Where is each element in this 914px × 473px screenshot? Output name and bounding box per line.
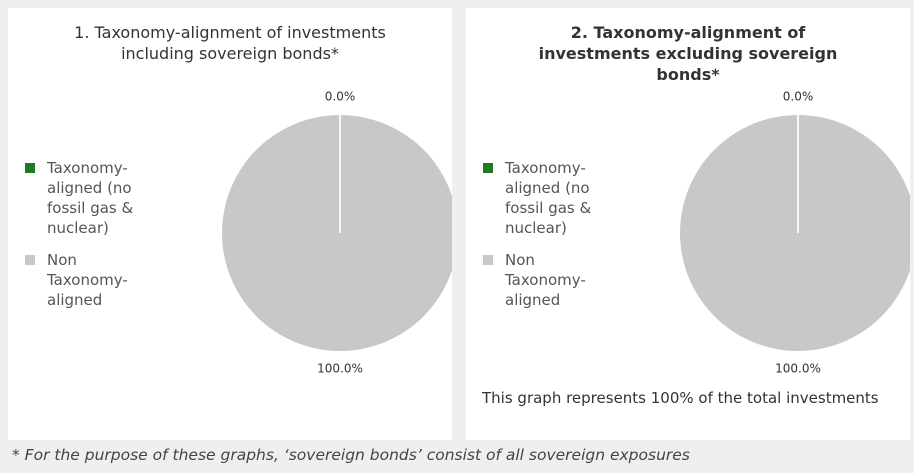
legend-item: Non Taxonomy-aligned: [25, 250, 145, 310]
legend-label: Non Taxonomy-aligned: [505, 251, 586, 309]
legend-item: Taxonomy-aligned (no fossil gas & nuclea…: [483, 158, 603, 238]
chart-note: This graph represents 100% of the total …: [482, 389, 879, 407]
chart-panel: 2. Taxonomy-alignment of investments exc…: [466, 8, 910, 440]
legend-swatch: [483, 255, 493, 265]
pie-chart: 0.0% 100.0%: [680, 90, 910, 376]
legend-label: Taxonomy-aligned (no fossil gas & nuclea…: [505, 159, 592, 237]
data-label: 100.0%: [317, 362, 363, 376]
legend: Taxonomy-aligned (no fossil gas & nuclea…: [483, 158, 603, 322]
legend-swatch: [25, 163, 35, 173]
pie-slice: [680, 115, 910, 351]
data-label: 0.0%: [783, 90, 814, 104]
legend: Taxonomy-aligned (no fossil gas & nuclea…: [25, 158, 145, 322]
footnote: * For the purpose of these graphs, ‘sove…: [12, 446, 690, 464]
pie-chart: 0.0% 100.0%: [222, 90, 452, 376]
legend-swatch: [483, 163, 493, 173]
data-label: 0.0%: [325, 90, 356, 104]
legend-item: Taxonomy-aligned (no fossil gas & nuclea…: [25, 158, 145, 238]
chart-panel: 1. Taxonomy-alignment of investments inc…: [8, 8, 452, 440]
chart-title: 1. Taxonomy-alignment of investments inc…: [74, 23, 386, 63]
pie-slice: [222, 115, 452, 351]
legend-label: Non Taxonomy-aligned: [47, 251, 128, 309]
legend-label: Taxonomy-aligned (no fossil gas & nuclea…: [47, 159, 134, 237]
legend-item: Non Taxonomy-aligned: [483, 250, 603, 310]
legend-swatch: [25, 255, 35, 265]
data-label: 100.0%: [775, 362, 821, 376]
chart-title: 2. Taxonomy-alignment of investments exc…: [538, 23, 838, 84]
